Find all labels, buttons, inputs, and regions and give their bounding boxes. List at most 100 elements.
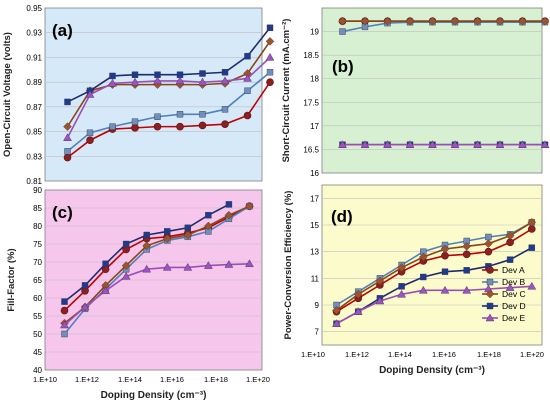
data-point-C <box>375 276 385 286</box>
series-line-E <box>336 285 532 325</box>
data-point-B <box>199 111 206 118</box>
y-tick-label: 0.93 <box>26 29 42 38</box>
y-tick-label: 65 <box>33 276 42 285</box>
panel-a: 0.81 0.83 0.85 0.87 0.89 0.91 0.93 0.95 Open-Cir… <box>2 4 275 186</box>
data-point-C <box>462 242 471 251</box>
data-point-A <box>243 111 252 120</box>
legend-label: Dev A <box>502 265 525 275</box>
y-tick-label: 17 <box>310 194 319 203</box>
data-point-A <box>60 306 69 315</box>
legend-label: Dev E <box>502 313 525 323</box>
data-point-C <box>505 231 515 240</box>
data-point-E <box>375 296 385 305</box>
data-point-A <box>221 120 229 128</box>
data-point-C <box>338 16 347 26</box>
data-point-E <box>183 262 193 271</box>
data-point-B <box>176 111 184 118</box>
y-tick-label: 19 <box>310 28 319 37</box>
data-point-D <box>122 240 130 248</box>
y-tick-label: 17.5 <box>303 98 319 107</box>
data-point-E <box>353 307 363 315</box>
data-point-D <box>81 282 89 289</box>
data-point-E <box>85 90 95 98</box>
data-point-D <box>143 231 150 239</box>
data-point-E <box>360 140 370 148</box>
panel-label: (c) <box>52 203 73 222</box>
data-point-D <box>244 52 251 60</box>
data-point-B <box>244 87 251 94</box>
series-line-A <box>63 205 250 312</box>
y-tick-label: 0.83 <box>26 152 42 161</box>
x-tick-label: 1.E+14 <box>388 350 412 359</box>
data-point-A <box>153 122 162 131</box>
data-point-B <box>221 106 229 113</box>
panel-label: (b) <box>332 57 354 76</box>
y-tick-label: 45 <box>33 348 42 357</box>
data-point-E <box>130 77 140 86</box>
data-point-C <box>183 230 193 240</box>
x-tick-label: 1.E+10 <box>33 375 57 384</box>
data-point-C <box>360 16 370 26</box>
series-line-D <box>336 246 533 325</box>
x-tick-label: 1.E+18 <box>204 375 228 384</box>
series-line-B <box>336 221 533 306</box>
y-tick-label: 16.5 <box>303 145 319 154</box>
y-tick-label: 60 <box>33 294 42 303</box>
legend-marker <box>485 313 495 322</box>
y-axis-label: Fill-Factor (%) <box>6 248 17 311</box>
data-point-A <box>198 121 207 130</box>
panel-c: 40 45 50 55 60 65 70 75 80 85 90 1.E+10 1.E+12 1.E+14… <box>6 186 270 401</box>
y-tick-label: 70 <box>33 258 42 267</box>
data-point-A <box>131 124 139 132</box>
y-tick-label: 0.81 <box>26 177 42 186</box>
y-tick-label: 90 <box>33 186 42 195</box>
x-tick-label: 1.E+12 <box>345 350 369 359</box>
data-point-C <box>332 306 341 315</box>
data-point-A <box>462 250 471 259</box>
series-line-C <box>66 40 271 128</box>
data-point-C <box>162 234 172 243</box>
y-tick-label: 0.85 <box>26 128 42 137</box>
data-point-E <box>450 140 460 148</box>
data-point-E <box>418 285 428 294</box>
x-tick-label: 1.E+12 <box>75 375 99 384</box>
data-point-B <box>109 123 116 130</box>
y-axis-label: Short-Circuit Current (mA.cm⁻²) <box>281 19 292 163</box>
y-tick-label: 0.89 <box>26 78 42 87</box>
data-point-C <box>419 252 428 262</box>
data-point-E <box>108 78 117 87</box>
legend-marker <box>486 266 494 274</box>
y-tick-label: 55 <box>33 312 42 321</box>
data-point-D <box>420 273 427 281</box>
x-tick-label: 1.E+18 <box>477 350 501 359</box>
data-point-E <box>383 140 392 148</box>
plot-area <box>321 7 543 174</box>
y-tick-label: 18.5 <box>303 51 319 60</box>
y-tick-label: 0.95 <box>26 4 42 13</box>
y-tick-label: 7 <box>315 328 320 337</box>
data-point-D <box>154 71 161 78</box>
data-point-C <box>383 16 392 26</box>
data-point-E <box>224 260 234 268</box>
data-point-E <box>428 140 437 148</box>
legend-marker <box>486 302 494 310</box>
data-point-E <box>142 264 152 273</box>
data-point-C <box>473 16 482 26</box>
data-point-E <box>338 140 347 148</box>
series-line-B <box>66 71 271 152</box>
data-point-C <box>142 241 151 251</box>
panel-label: (a) <box>52 21 73 40</box>
data-point-E <box>397 289 406 298</box>
data-point-E <box>245 259 254 267</box>
data-point-C <box>440 244 450 254</box>
data-point-E <box>527 281 537 290</box>
data-point-C <box>495 16 505 26</box>
data-point-D <box>221 69 229 76</box>
data-point-C <box>428 16 437 26</box>
data-point-D <box>266 24 274 31</box>
plot-area <box>44 7 263 182</box>
data-point-E <box>60 320 69 329</box>
data-point-D <box>528 244 535 251</box>
data-point-E <box>540 140 550 148</box>
x-tick-label: 1.E+14 <box>118 375 142 384</box>
